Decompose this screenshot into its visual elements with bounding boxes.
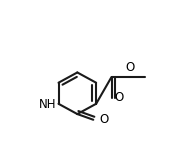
Text: O: O (99, 113, 108, 126)
Text: O: O (114, 91, 124, 104)
Text: O: O (126, 61, 135, 74)
Text: NH: NH (39, 98, 56, 111)
